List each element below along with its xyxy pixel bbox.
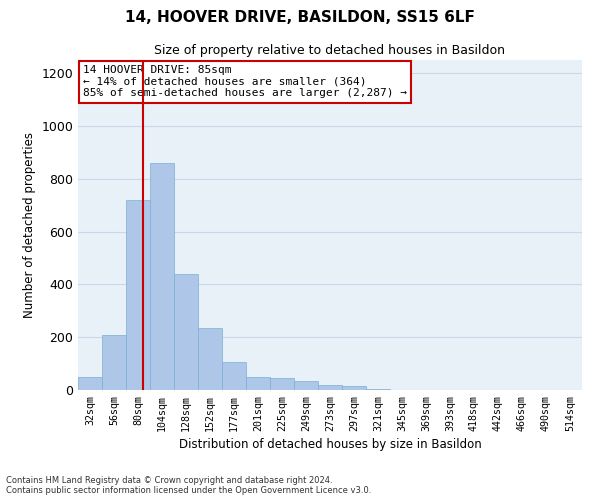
- Y-axis label: Number of detached properties: Number of detached properties: [23, 132, 36, 318]
- Bar: [150, 163, 174, 390]
- Bar: [78, 377, 102, 390]
- Bar: [342, 386, 366, 390]
- Text: 14, HOOVER DRIVE, BASILDON, SS15 6LF: 14, HOOVER DRIVE, BASILDON, SS15 6LF: [125, 10, 475, 25]
- Bar: [102, 334, 126, 390]
- Bar: [294, 382, 318, 390]
- Text: Contains HM Land Registry data © Crown copyright and database right 2024.
Contai: Contains HM Land Registry data © Crown c…: [6, 476, 371, 495]
- Bar: [174, 274, 198, 390]
- Text: 14 HOOVER DRIVE: 85sqm
← 14% of detached houses are smaller (364)
85% of semi-de: 14 HOOVER DRIVE: 85sqm ← 14% of detached…: [83, 65, 407, 98]
- X-axis label: Distribution of detached houses by size in Basildon: Distribution of detached houses by size …: [179, 438, 481, 451]
- Bar: [366, 388, 390, 390]
- Bar: [270, 378, 294, 390]
- Bar: [126, 200, 150, 390]
- Bar: [198, 328, 222, 390]
- Bar: [318, 384, 342, 390]
- Bar: [222, 362, 246, 390]
- Bar: [246, 377, 270, 390]
- Title: Size of property relative to detached houses in Basildon: Size of property relative to detached ho…: [155, 44, 505, 58]
